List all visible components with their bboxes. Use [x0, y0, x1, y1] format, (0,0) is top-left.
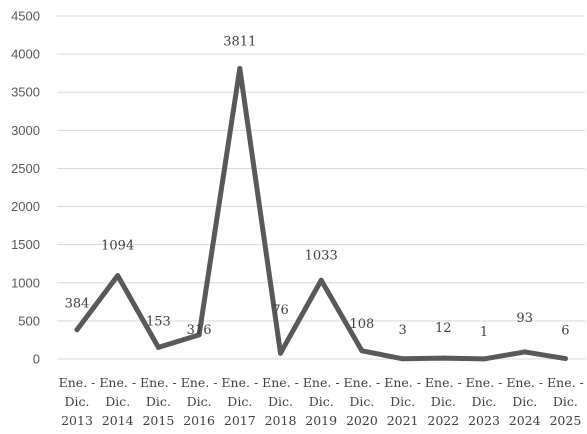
data-label: 153: [146, 314, 171, 329]
y-tick-label: 1000: [11, 275, 40, 290]
data-label: 384: [65, 297, 90, 312]
data-label: 1033: [305, 248, 338, 263]
data-point: [237, 66, 243, 72]
x-tick-label: Ene. -Dic. 2016: [181, 375, 218, 428]
data-point: [359, 348, 365, 354]
x-tick-label: Ene. -Dic. 2014: [99, 375, 136, 428]
data-point: [278, 350, 283, 356]
x-tick-label: Ene. -Dic. 2013: [59, 375, 96, 428]
x-tick-label: Ene. -Dic. 2019: [303, 375, 340, 428]
data-point: [562, 356, 568, 362]
y-tick-label: 4500: [11, 9, 40, 24]
y-tick-label: 500: [18, 313, 40, 328]
x-tick-label: Ene. -Dic. 2022: [425, 375, 462, 428]
y-tick-label: 2000: [11, 199, 40, 214]
data-point: [115, 273, 121, 279]
x-tick-label: Ene. -Dic. 2015: [140, 375, 177, 428]
data-label: 1094: [101, 239, 134, 254]
y-tick-label: 3000: [11, 123, 40, 138]
data-point: [74, 327, 80, 333]
data-point: [155, 344, 161, 350]
data-label: 3: [398, 323, 406, 338]
x-tick-label: Ene. -Dic. 2017: [221, 375, 258, 428]
series: [74, 66, 568, 362]
data-point: [522, 349, 528, 355]
data-label: 316: [187, 323, 212, 338]
data-label: 1: [480, 325, 488, 340]
data-label: 93: [516, 311, 533, 326]
data-point: [400, 356, 406, 362]
x-tick-label: Ene. -Dic. 2023: [466, 375, 503, 428]
data-label: 3811: [223, 35, 256, 50]
y-tick-label: 1500: [11, 237, 40, 252]
data-label: 12: [435, 321, 452, 336]
y-tick-label: 2500: [11, 161, 40, 176]
data-point: [318, 277, 324, 283]
x-tick-label: Ene. -Dic. 2024: [506, 375, 543, 428]
data-point: [196, 332, 202, 338]
y-tick-label: 3500: [11, 85, 40, 100]
y-tick-label: 0: [33, 352, 40, 367]
x-tick-label: Ene. -Dic. 2021: [384, 375, 421, 428]
data-point: [481, 356, 487, 362]
x-tick-label: Ene. -Dic. 2018: [262, 375, 299, 428]
x-tick-label: Ene. -Dic. 2025: [547, 375, 584, 428]
x-tick-label: Ene. -Dic. 2020: [344, 375, 381, 428]
data-label: 108: [349, 317, 374, 332]
y-axis-ticks: 0 500 1000 1500 2000 2500 3000 3500 4000 4500: [11, 9, 40, 367]
data-labels: 384 1094 153 316 3811 76 1033 108 3 12 1 93 6: [65, 35, 570, 340]
y-tick-label: 4000: [11, 47, 40, 62]
data-label: 6: [561, 324, 569, 339]
data-label: 76: [272, 303, 289, 318]
data-point: [440, 355, 446, 361]
